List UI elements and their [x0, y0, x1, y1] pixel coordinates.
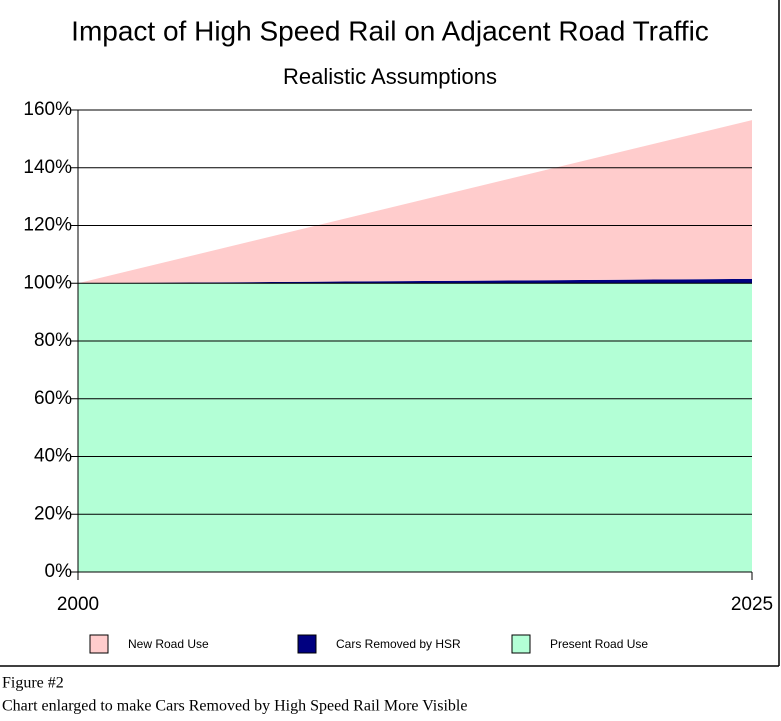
- y-tick-label: 80%: [34, 330, 72, 351]
- area: [78, 120, 752, 284]
- area: [78, 283, 752, 572]
- y-tick-label: 0%: [45, 561, 73, 582]
- caption: Chart enlarged to make Cars Removed by H…: [2, 698, 467, 715]
- y-tick-label: 60%: [34, 388, 72, 409]
- chart-title: Impact of High Speed Rail on Adjacent Ro…: [71, 15, 709, 46]
- y-tick-label: 100%: [23, 272, 72, 293]
- y-tick-label: 140%: [23, 157, 72, 178]
- y-tick-label: 20%: [34, 503, 72, 524]
- y-tick-label: 120%: [23, 215, 72, 236]
- legend-label: New Road Use: [128, 637, 209, 651]
- figure-label: Figure #2: [2, 675, 64, 692]
- legend-swatch: [511, 634, 531, 654]
- legend-label: Cars Removed by HSR: [336, 637, 461, 651]
- x-tick-label: 2000: [57, 594, 99, 615]
- legend-label: Present Road Use: [550, 637, 648, 651]
- x-tick-label: 2025: [731, 594, 773, 615]
- chart-subtitle: Realistic Assumptions: [283, 64, 497, 89]
- y-tick-label: 160%: [23, 99, 72, 120]
- legend-swatch: [297, 634, 317, 654]
- y-tick-label: 40%: [34, 446, 72, 467]
- legend-swatch: [89, 634, 109, 654]
